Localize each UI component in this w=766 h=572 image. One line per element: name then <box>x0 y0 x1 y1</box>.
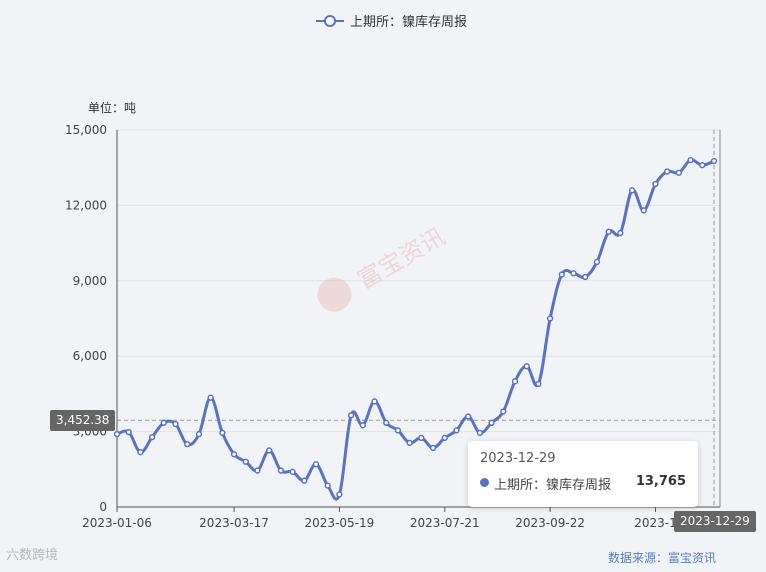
crosshair-x-date-label: 2023-12-29 <box>674 511 756 532</box>
data-point <box>336 491 343 498</box>
data-point <box>523 363 530 370</box>
tooltip-series-dot-icon <box>480 478 489 487</box>
data-point <box>511 378 519 385</box>
y-tick-label: 9,000 <box>73 274 107 288</box>
data-point <box>160 419 167 426</box>
data-point <box>312 461 320 468</box>
data-point <box>628 187 636 194</box>
grid-lines <box>117 129 720 433</box>
data-point <box>184 441 191 448</box>
data-point <box>593 258 601 266</box>
tooltip-date: 2023-12-29 <box>480 451 556 466</box>
data-point <box>488 419 495 426</box>
data-point <box>207 394 214 401</box>
x-tick-label: 2023-03-17 <box>199 516 269 530</box>
x-tick-label: 2023-07-21 <box>410 516 480 530</box>
data-point <box>266 447 273 454</box>
data-point <box>242 458 249 465</box>
data-point <box>652 180 659 188</box>
data-point <box>359 422 366 429</box>
data-point <box>324 482 331 489</box>
legend-marker-icon <box>324 15 336 27</box>
data-point <box>301 477 308 484</box>
data-point <box>535 380 542 387</box>
data-point <box>429 444 437 452</box>
data-point <box>500 408 507 415</box>
series-group <box>113 157 718 501</box>
legend-label: 上期所：镍库存周报 <box>350 14 467 30</box>
data-point <box>465 413 472 420</box>
tooltip-value: 13,765 <box>635 474 686 489</box>
data-point <box>675 169 683 176</box>
y-tick-label: 6,000 <box>73 349 107 363</box>
tooltip-series-name: 上期所：镍库存周报 <box>494 478 612 493</box>
chart-legend[interactable]: 上期所：镍库存周报 <box>316 14 467 30</box>
data-point <box>254 467 261 474</box>
brand-logo: 六数跨境 <box>6 548 59 563</box>
data-point <box>546 315 554 322</box>
data-point <box>476 429 484 437</box>
data-point <box>617 229 624 237</box>
x-tick-label: 2023-09-22 <box>515 516 585 530</box>
data-point <box>582 273 589 281</box>
data-point <box>113 430 121 438</box>
data-point <box>383 419 390 426</box>
data-point <box>710 157 718 165</box>
data-point <box>394 427 402 434</box>
data-point <box>371 398 378 405</box>
crosshair-y-value-label: 3,452.38 <box>50 410 116 431</box>
series-line <box>116 158 715 501</box>
x-tick-label: 2023-01-06 <box>82 516 152 530</box>
data-point <box>605 228 612 235</box>
data-point <box>558 271 565 278</box>
data-point <box>640 207 647 214</box>
data-point <box>125 428 132 436</box>
y-tick-label: 15,000 <box>65 123 107 137</box>
data-point <box>148 433 156 441</box>
data-point <box>219 429 226 437</box>
y-axis-unit-label: 单位：吨 <box>88 100 136 115</box>
data-point <box>230 451 238 458</box>
data-point <box>418 434 425 442</box>
x-tick-label: 2023-05-19 <box>305 516 375 530</box>
data-point <box>277 467 285 474</box>
data-point <box>347 412 355 419</box>
data-point <box>137 449 144 456</box>
data-point <box>664 168 671 175</box>
data-point <box>570 270 577 277</box>
chart-tooltip: 2023-12-29 上期所：镍库存周报 13,765 <box>468 441 698 507</box>
y-tick-label: 12,000 <box>65 198 107 212</box>
data-point <box>687 157 694 164</box>
y-tick-label: 0 <box>99 500 107 514</box>
data-point <box>172 420 179 428</box>
data-point <box>453 427 460 434</box>
x-tick-label: 2023-1 <box>634 516 677 530</box>
data-point <box>406 439 413 447</box>
data-source-label: 数据来源：富宝资讯 <box>607 551 716 565</box>
data-point <box>289 468 296 475</box>
data-point <box>699 162 706 169</box>
data-point <box>195 430 203 438</box>
data-point <box>441 434 448 442</box>
